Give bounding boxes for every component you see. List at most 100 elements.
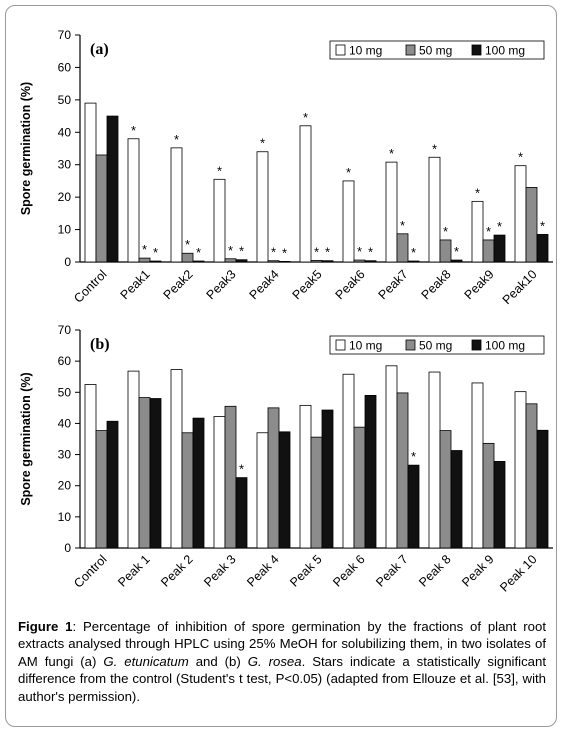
panel-a-bar [149, 260, 162, 263]
panel-b-bar [95, 430, 108, 549]
panel-a-significance-star: * [368, 245, 373, 260]
panel-a-legend-label: 50 mg [419, 44, 452, 58]
panel-a-bar [536, 234, 549, 263]
panel-b-bar [213, 416, 226, 549]
panel-a-bar [471, 200, 484, 263]
panel-b-category-label: Peak 5 [287, 552, 324, 589]
panel-b-category-label: Peak 3 [201, 552, 238, 589]
panel-b-ytick-label: 60 [58, 354, 72, 368]
panel-a-bar [267, 260, 280, 263]
caption-text-2: and (b) [188, 653, 248, 669]
panel-b-bar [439, 430, 452, 549]
panel-b-legend-label: 50 mg [419, 339, 452, 353]
panel-a-ytick-label: 40 [58, 125, 72, 139]
panel-b-category-label: Peak 6 [330, 552, 367, 589]
panel-a-bar [407, 260, 420, 263]
figure-caption: Figure 1: Percentage of inhibition of sp… [18, 618, 546, 705]
panel-a-significance-star: * [153, 245, 158, 260]
panel-a-category-label: Peak9 [462, 267, 497, 302]
panel-a-significance-star: * [131, 123, 136, 138]
caption-text-1: : Percentage of inhibition of spore germ… [18, 619, 546, 669]
panel-a-bar [106, 115, 119, 263]
panel-b-category-label: Peak 9 [459, 552, 496, 589]
panel-a-ytick-label: 30 [58, 158, 72, 172]
panel-b-legend-swatch [471, 339, 482, 351]
panel-a-significance-star: * [217, 163, 222, 178]
panel-a-bar [84, 102, 97, 263]
panel-b-bar [299, 404, 312, 549]
panel-b-ytick-label: 20 [58, 479, 72, 493]
panel-a-category-label: Peak4 [247, 267, 282, 302]
panel-a-bar [439, 239, 452, 263]
panel-a-category-label: Peak7 [376, 267, 411, 302]
panel-a-significance-star: * [185, 237, 190, 252]
panel-a-bar [321, 260, 334, 263]
panel-b-bar [149, 398, 162, 549]
panel-a-significance-star: * [142, 242, 147, 257]
panel-a-ylabel: Spore germination (%) [19, 82, 33, 215]
panel-b-legend-label: 100 mg [485, 339, 525, 353]
panel-b-legend-swatch [335, 339, 346, 351]
panel-a-legend-swatch [471, 44, 482, 56]
panel-a-bar [138, 257, 151, 263]
panel-b-category-label: Peak 10 [497, 552, 539, 594]
panel-a-category-label: Peak1 [118, 267, 153, 302]
panel-a-ytick-label: 70 [58, 28, 72, 42]
panel-b-bar [471, 382, 484, 549]
panel-a-legend-swatch [405, 44, 416, 56]
panel-a-category-label: Peak10 [500, 267, 540, 307]
panel-a-significance-star: * [357, 244, 362, 259]
panel-a-ytick-label: 60 [58, 60, 72, 74]
panel-a-bar [428, 156, 441, 263]
panel-b-bar [407, 464, 420, 549]
panel-b-ytick-label: 40 [58, 416, 72, 430]
panel-a-bar [235, 259, 248, 263]
panel-a-category-label: Peak2 [161, 267, 196, 302]
panel-a-bar [213, 178, 226, 263]
panel-a-category-label: Peak5 [290, 267, 325, 302]
panel-b-bar [353, 426, 366, 549]
panel-b-legend-label: 10 mg [349, 339, 382, 353]
panel-a-bar [299, 125, 312, 263]
panel-a-bar [525, 187, 538, 263]
panel-a-category-label: Control [71, 267, 109, 305]
panel-a-bar [514, 165, 527, 263]
panel-a-bar [127, 138, 140, 263]
panel-a-bar [396, 233, 409, 263]
panel-b-bar [278, 431, 291, 549]
panel-a-significance-star: * [325, 245, 330, 260]
panel-b-bar [396, 392, 409, 549]
panel-a-category-label: Peak6 [333, 267, 368, 302]
panel-a-significance-star: * [303, 110, 308, 125]
panel-b-ytick-label: 10 [58, 510, 72, 524]
caption-text-3: . Stars indicate a statistically signifi… [18, 653, 546, 704]
panel-a-significance-star: * [540, 218, 545, 233]
panel-b-bar [428, 371, 441, 549]
figure-frame [5, 5, 557, 727]
panel-a-bar [278, 260, 291, 263]
panel-a-significance-star: * [400, 218, 405, 233]
panel-a-significance-star: * [475, 185, 480, 200]
panel-b-bar [342, 373, 355, 549]
panel-b-bar [224, 405, 237, 549]
panel-b-ytick-label: 0 [64, 541, 71, 555]
panel-a-bar [342, 180, 355, 263]
panel-b-ytick-label: 70 [58, 323, 72, 337]
panel-b-significance-star: * [411, 449, 416, 464]
panel-b-category-label: Peak 2 [158, 552, 195, 589]
panel-a-significance-star: * [432, 141, 437, 156]
panel-b-bar [170, 369, 183, 549]
panel-a-bar [364, 260, 377, 263]
panel-b-bar [106, 420, 119, 549]
panel-a-ytick-label: 0 [64, 255, 71, 269]
panel-a-bar [450, 259, 463, 263]
panel-a-bar [181, 252, 194, 263]
panel-b-category-label: Peak 1 [115, 552, 152, 589]
panel-a-bar [482, 239, 495, 263]
panel-b-ylabel: Spore germination (%) [19, 372, 33, 505]
panel-b-bar [235, 477, 248, 549]
panel-b-bar [385, 365, 398, 549]
panel-a-ytick-label: 20 [58, 190, 72, 204]
panel-b-bar [364, 394, 377, 549]
